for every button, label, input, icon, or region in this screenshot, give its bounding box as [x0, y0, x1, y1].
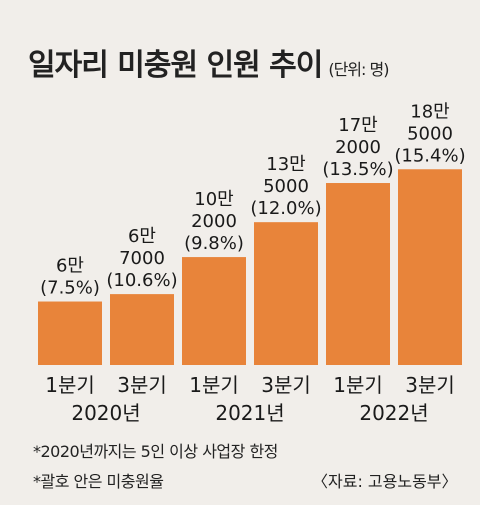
x-tick-label-5: 1분기 [333, 373, 383, 397]
note-rate: *괄호 안은 미충원율 [33, 472, 164, 491]
bar-chart: 6만(7.5%)1분기6만7000(10.6%)3분기10만2000(9.8%)… [38, 101, 466, 425]
x-tick-label-3: 1분기 [189, 373, 239, 397]
bar-1 [38, 301, 102, 365]
value-label-2-1: 6만 [128, 226, 156, 247]
x-tick-label-4: 3분기 [261, 373, 311, 397]
rate-label-6: (15.4%) [394, 145, 465, 166]
value-label-5-2: 2000 [335, 137, 381, 158]
value-label-4-2: 5000 [263, 176, 309, 197]
value-label-5-1: 17만 [338, 115, 377, 136]
year-label-1: 2020년 [71, 401, 140, 425]
rate-label-3: (9.8%) [184, 233, 244, 254]
rate-label-5: (13.5%) [322, 159, 393, 180]
rate-label-4: (12.0%) [250, 198, 321, 219]
value-label-1-1: 6만 [56, 256, 84, 277]
value-label-6-2: 5000 [407, 123, 453, 144]
bar-6 [398, 169, 462, 365]
note-scope: *2020년까지는 5인 이상 사업장 한정 [33, 442, 278, 461]
rate-label-1: (7.5%) [40, 278, 100, 299]
bar-3 [182, 257, 246, 365]
value-label-2-2: 7000 [119, 248, 165, 269]
x-tick-label-6: 3분기 [405, 373, 455, 397]
value-label-3-2: 2000 [191, 211, 237, 232]
source-label: 〈자료: 고용노동부〉 [312, 472, 458, 491]
unit-label: (단위: 명) [328, 60, 389, 79]
value-label-3-1: 10만 [194, 189, 233, 210]
rate-label-2: (10.6%) [106, 270, 177, 291]
x-tick-label-1: 1분기 [45, 373, 95, 397]
year-label-2: 2021년 [215, 401, 284, 425]
bar-5 [326, 183, 390, 365]
title-text: 일자리 미충원 인원 추이 [28, 48, 323, 83]
value-label-6-1: 18만 [410, 101, 449, 122]
chart-title: 일자리 미충원 인원 추이 (단위: 명) [28, 40, 389, 84]
x-tick-label-2: 3분기 [117, 373, 167, 397]
value-label-4-1: 13만 [266, 154, 305, 175]
year-label-3: 2022년 [359, 401, 428, 425]
bar-4 [254, 222, 318, 365]
bar-2 [110, 294, 174, 365]
